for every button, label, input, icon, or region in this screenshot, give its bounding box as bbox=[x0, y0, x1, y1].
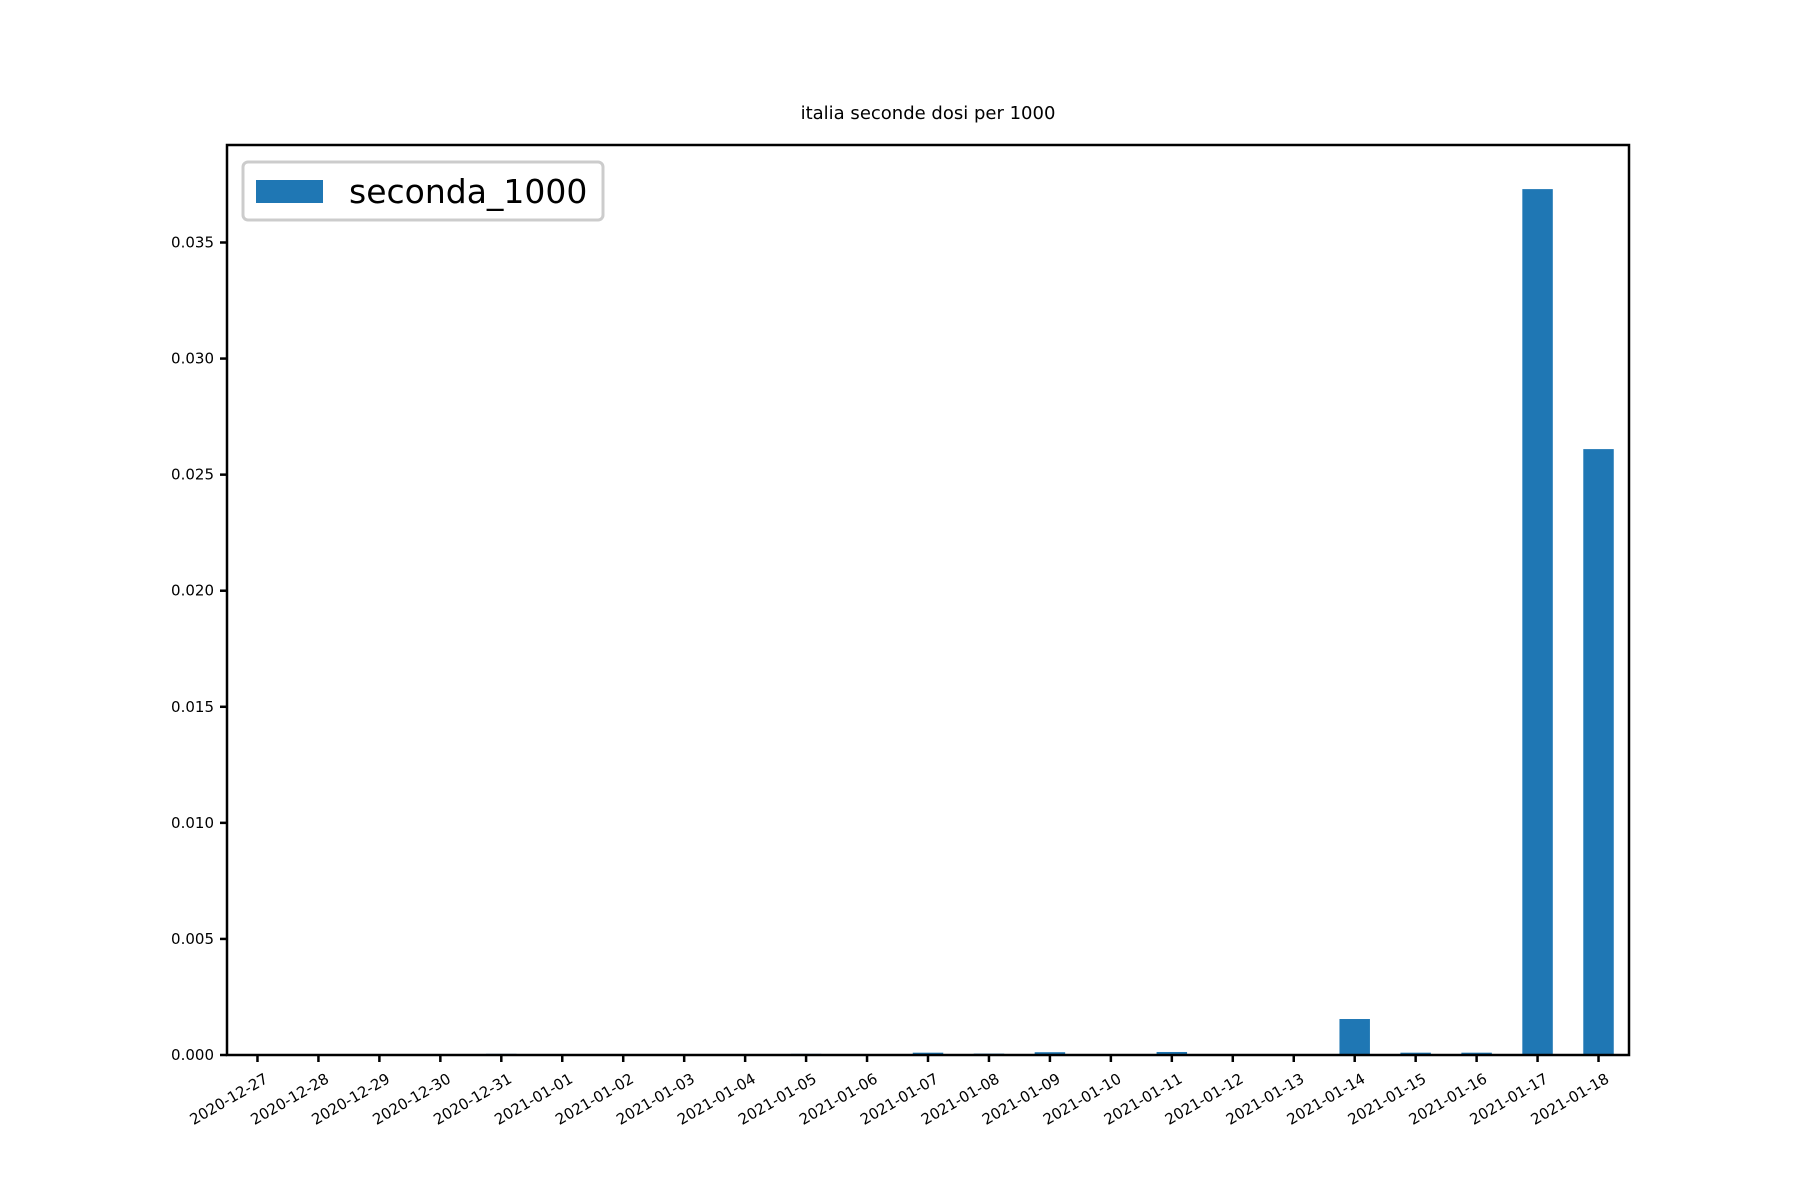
y-tick-label: 0.035 bbox=[171, 234, 214, 252]
legend-label: seconda_1000 bbox=[349, 172, 587, 211]
legend: seconda_1000 bbox=[241, 160, 605, 222]
y-tick-label: 0.005 bbox=[171, 930, 214, 948]
y-tick-label: 0.030 bbox=[171, 350, 214, 368]
bar-2021-01-11 bbox=[1156, 1051, 1188, 1055]
axes-layer: 0.000 0.005 0.010 0.015 0.020 0.025 0.030 0.035… bbox=[171, 143, 1631, 1129]
bar-2021-01-17 bbox=[1522, 189, 1553, 1055]
y-tick-label: 0.020 bbox=[171, 582, 214, 600]
bar-2021-01-18 bbox=[1583, 449, 1614, 1055]
legend-frame bbox=[241, 160, 605, 222]
y-tick-label: 0.000 bbox=[171, 1046, 214, 1064]
plot-frame bbox=[225, 143, 1631, 1057]
y-tick-label: 0.025 bbox=[171, 466, 214, 484]
bars-layer bbox=[486, 189, 1614, 1055]
chart-title: italia seconde dosi per 1000 bbox=[801, 103, 1056, 124]
y-tick-label: 0.010 bbox=[171, 814, 214, 832]
y-tick-label: 0.015 bbox=[171, 698, 214, 716]
bar-2021-01-14 bbox=[1339, 1019, 1370, 1055]
bar-2021-01-09 bbox=[1034, 1052, 1066, 1055]
legend-swatch bbox=[256, 180, 323, 203]
